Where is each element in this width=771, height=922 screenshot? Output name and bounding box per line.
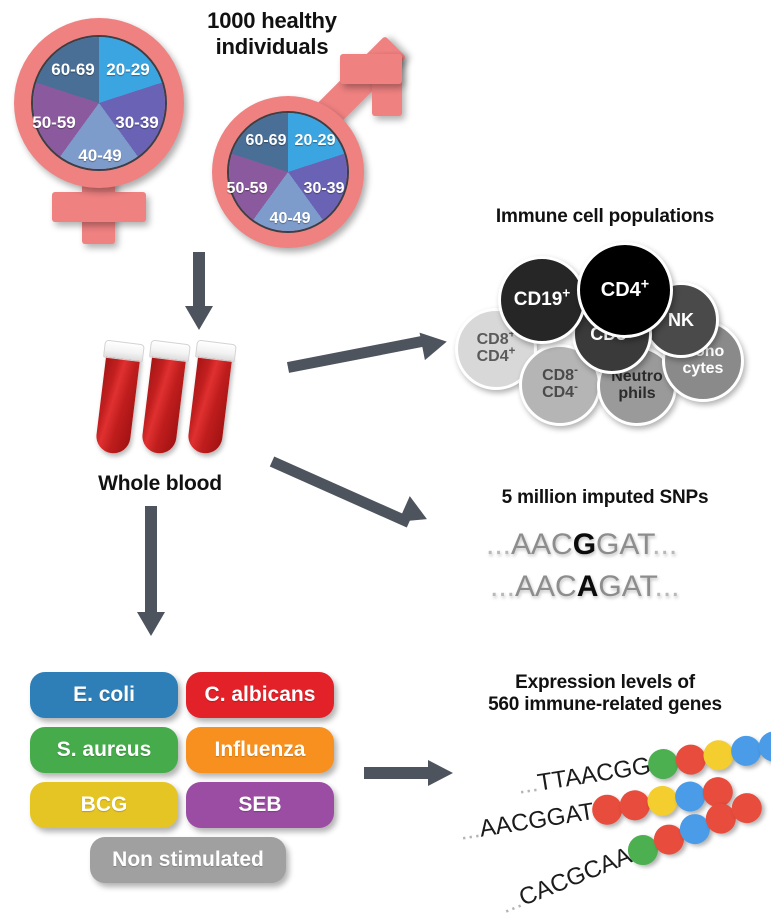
snp-prefix: ... — [486, 528, 512, 561]
snp-left: AAC — [511, 528, 573, 561]
pie-label-20-29: 20-29 — [294, 132, 336, 149]
immune-cell-label: CD8- CD4- — [542, 365, 578, 401]
pie-slice-60-69 — [229, 113, 347, 231]
expression-bead — [644, 783, 680, 819]
immune-cell-cd4pos: CD4+ — [577, 242, 673, 338]
pie-label-60-69: 60-69 — [245, 132, 287, 149]
stimulation-panel: E. coli C. albicans S. aureus Influenza … — [30, 672, 350, 902]
snp-right: GAT — [596, 528, 653, 561]
expression-title-line1: Expression levels of — [515, 672, 695, 693]
immune-cell-label: CD19+ — [513, 285, 571, 311]
stimulation-chip-seb[interactable]: SEB — [186, 782, 334, 828]
immune-cell-label: CD4+ — [600, 275, 650, 301]
pie-label-40-49: 40-49 — [78, 146, 122, 165]
arrow-shaft — [193, 252, 205, 308]
pie-label-40-49: 40-49 — [269, 210, 311, 227]
strand-sequence-text: ...AACGGAT — [457, 797, 596, 846]
strand-sequence-text: ...CACGCAA — [496, 842, 636, 920]
stimulation-chip-non-stimulated[interactable]: Non stimulated — [90, 837, 286, 883]
expression-panel-title: Expression levels of 560 immune-related … — [450, 672, 760, 716]
snp-panel-title: 5 million imputed SNPs — [501, 487, 709, 508]
expression-bead — [672, 779, 707, 814]
immune-cell-cd19pos: CD19+ — [498, 256, 586, 344]
whole-blood-tubes — [94, 336, 264, 476]
cohort-title-line1: 1000 healthy — [207, 8, 337, 33]
snp-left: AAC — [515, 570, 577, 603]
snp-sequences: ...AACGGAT... ...AACAGAT... — [486, 528, 746, 618]
snp-suffix: ... — [654, 570, 680, 603]
arrow-shaft — [145, 506, 157, 614]
expression-bead — [673, 742, 709, 777]
immune-cell-label: Neutro phils — [611, 368, 663, 402]
immune-panel-title: Immune cell populations — [495, 206, 715, 227]
whole-blood-label: Whole blood — [98, 472, 222, 495]
arrow-blood-to-stimulation — [134, 506, 168, 640]
stimulation-chip-c-albicans[interactable]: C. albicans — [186, 672, 334, 718]
snp-sequence-row: ...AACAGAT... — [490, 570, 680, 604]
expression-strands: ...TTAACGG ...AACGGAT ...CACGCAA — [450, 729, 771, 919]
pie-label-30-39: 30-39 — [115, 113, 159, 132]
pie-label-20-29: 20-29 — [106, 60, 150, 79]
page-title: 1000 healthy individuals — [166, 8, 378, 59]
tube-body — [140, 351, 187, 456]
blood-tube — [94, 339, 145, 456]
arrow-blood-to-snp — [269, 452, 452, 544]
blood-tube — [140, 339, 191, 456]
snp-variant-allele: G — [572, 528, 597, 561]
pie-label-50-59: 50-59 — [32, 113, 76, 132]
female-gender-symbol: 20-29 30-39 40-49 50-59 60-69 — [10, 14, 200, 244]
cohort-title-line2: individuals — [215, 33, 329, 59]
snp-variant-allele: A — [576, 570, 599, 603]
immune-cell-label: NK — [668, 309, 694, 330]
expression-title-line2: 560 immune-related genes — [488, 694, 722, 716]
expression-bead — [617, 788, 652, 823]
arrow-stimulation-to-expression — [364, 756, 460, 790]
arrow-blood-to-immune — [286, 327, 460, 382]
male-age-pie-chart — [227, 111, 349, 233]
arrow-head — [137, 612, 165, 636]
pie-slice-60-69 — [33, 37, 165, 169]
tube-body — [186, 351, 233, 456]
female-age-pie-chart — [31, 35, 167, 171]
male-symbol-arrowhead-horizontal — [340, 54, 402, 84]
immune-cell-cluster: CD8+ CD4+ CD8- CD4- Neutro phils Mono cytes … — [455, 238, 755, 426]
stimulation-chip-influenza[interactable]: Influenza — [186, 727, 334, 773]
stimulation-chip-e-coli[interactable]: E. coli — [30, 672, 178, 718]
snp-right: GAT — [598, 570, 655, 603]
arrow-cohort-to-blood — [182, 252, 216, 330]
tube-body — [94, 351, 141, 456]
pie-label-60-69: 60-69 — [51, 60, 95, 79]
female-symbol-crossbar — [52, 192, 146, 222]
snp-sequence-row: ...AACGGAT... — [486, 528, 677, 562]
arrow-shaft — [286, 335, 429, 373]
arrow-head — [185, 306, 213, 330]
snp-prefix: ... — [490, 570, 516, 603]
stimulation-chip-bcg[interactable]: BCG — [30, 782, 178, 828]
stimulation-chip-s-aureus[interactable]: S. aureus — [30, 727, 178, 773]
expression-bead — [729, 733, 764, 768]
male-gender-symbol: 20-29 30-39 40-49 50-59 60-69 — [204, 35, 414, 248]
snp-suffix: ... — [652, 528, 678, 561]
immune-cell-label: CD8+ CD4+ — [476, 329, 516, 365]
arrow-shaft — [364, 767, 432, 779]
arrow-head — [419, 327, 450, 361]
expression-bead — [701, 738, 736, 773]
pie-label-30-39: 30-39 — [303, 180, 345, 197]
blood-tube — [186, 339, 237, 456]
arrow-head — [428, 760, 453, 786]
pie-label-50-59: 50-59 — [226, 180, 268, 197]
arrow-shaft — [269, 456, 412, 528]
